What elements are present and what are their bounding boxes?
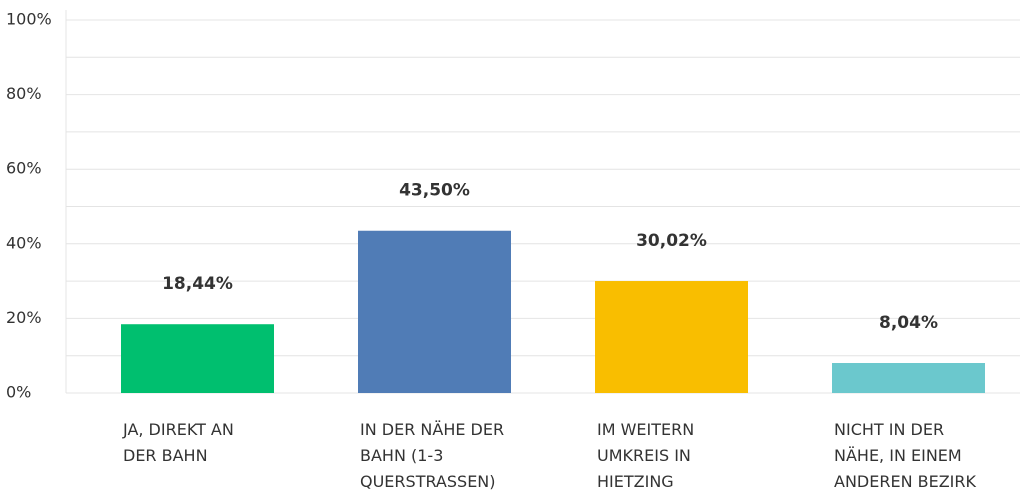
y-tick-label: 100% xyxy=(6,10,52,29)
y-tick-label: 40% xyxy=(6,233,42,252)
y-tick-label: 0% xyxy=(6,383,31,402)
value-label: 30,02% xyxy=(636,231,707,251)
x-tick-label: NICHT IN DER NÄHE, IN EINEM ANDEREN BEZIRK xyxy=(834,420,977,491)
value-label: 8,04% xyxy=(879,313,938,333)
y-tick-label: 60% xyxy=(6,159,42,178)
bar xyxy=(121,324,274,393)
x-tick-label: IN DER NÄHE DER BAHN (1-3 QUERSTRASSEN) xyxy=(360,420,504,491)
bar xyxy=(832,363,985,393)
value-label: 43,50% xyxy=(399,181,470,201)
bar xyxy=(358,230,511,393)
bar xyxy=(595,281,748,393)
value-label: 18,44% xyxy=(162,274,233,294)
x-tick-label: IM WEITERN UMKREIS IN HIETZING xyxy=(597,420,694,491)
x-tick-label: JA, DIREKT AN DER BAHN xyxy=(122,420,234,465)
y-tick-label: 80% xyxy=(6,84,42,103)
y-tick-label: 20% xyxy=(6,308,42,327)
